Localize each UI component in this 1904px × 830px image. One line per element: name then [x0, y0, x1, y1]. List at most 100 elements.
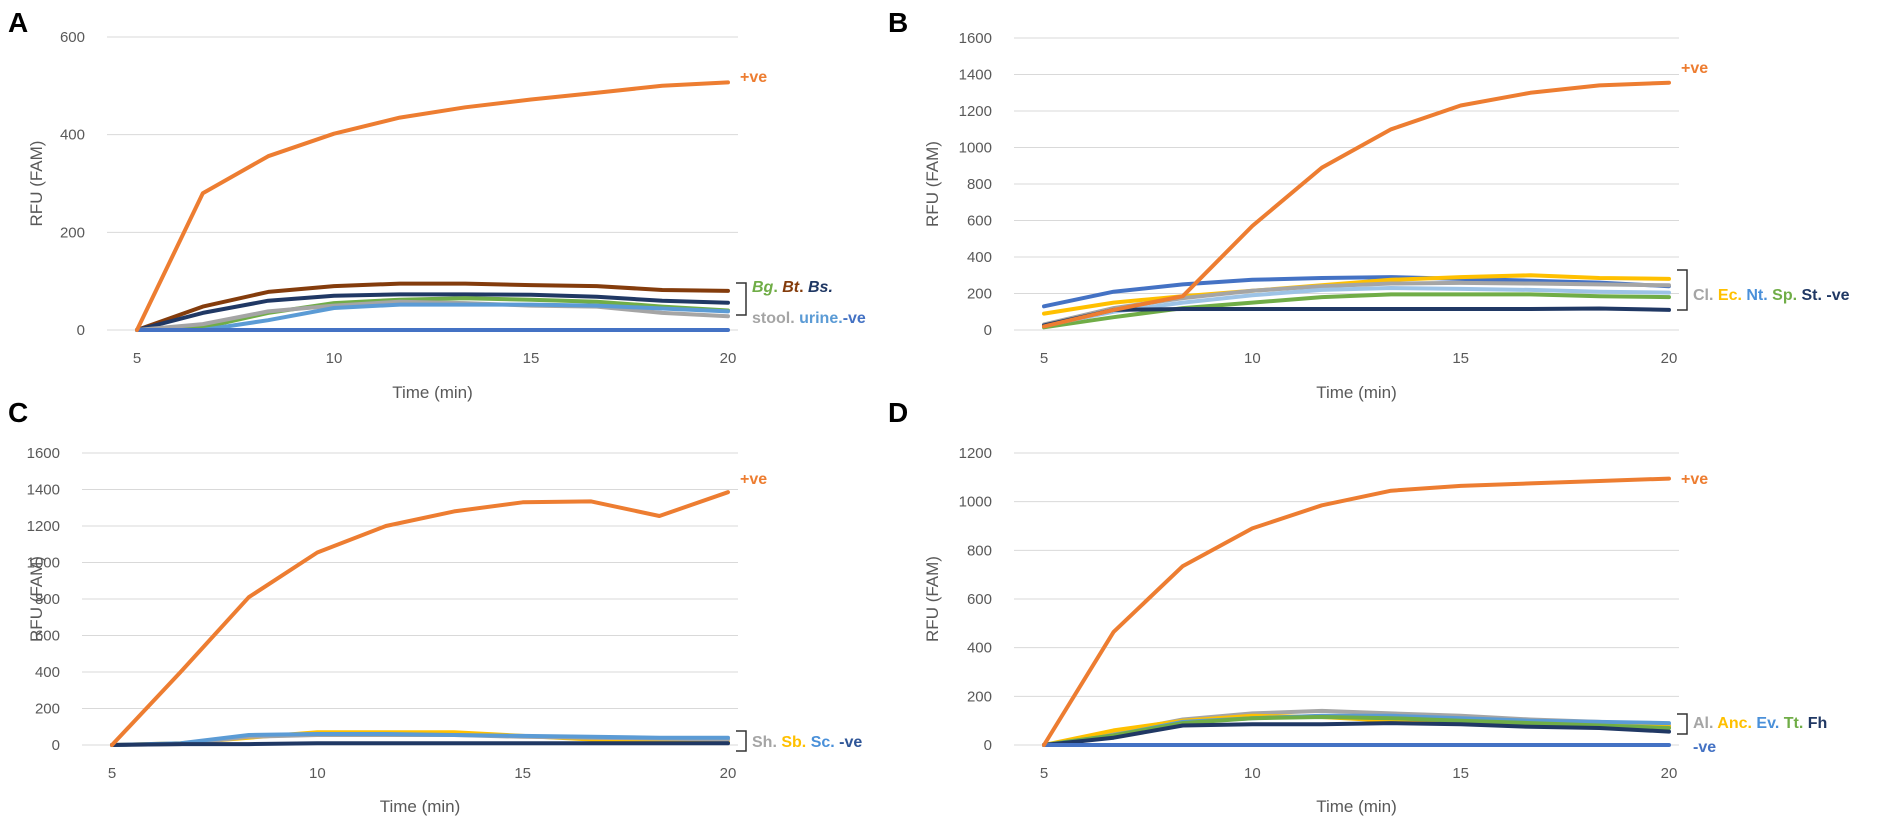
- legend-entry: .: [799, 279, 808, 296]
- y-tick-label: 1600: [27, 445, 60, 462]
- series-line-stool: [135, 299, 730, 332]
- y-axis-label: RFU (FAM): [923, 141, 942, 227]
- x-tick-label: 20: [1661, 350, 1678, 367]
- y-tick-label: 200: [967, 286, 992, 303]
- legend-entry: Sp: [1772, 287, 1793, 304]
- legend-entry: .: [790, 310, 799, 327]
- legend-entry: Ec: [1718, 287, 1738, 304]
- legend-entry: Bt: [782, 279, 800, 296]
- legend-row-2: stool. urine.-ve: [752, 310, 866, 327]
- y-tick-label: 400: [967, 640, 992, 657]
- series-line-ve: [1042, 80, 1671, 329]
- legend-entry: .: [830, 734, 839, 751]
- legend-entry: urine: [799, 310, 838, 327]
- legend-bracket: [1677, 713, 1688, 735]
- y-tick-label: 1200: [959, 103, 992, 120]
- panel-d: D 0 200 400 600 800 1000 1200 5 10 15 20 Time (min) R…: [888, 397, 1827, 816]
- y-tick-label: 400: [60, 127, 85, 144]
- panel-letter: B: [888, 7, 908, 38]
- y-tick-label: 0: [984, 737, 992, 754]
- positive-label: +ve: [1681, 471, 1708, 488]
- legend-entry: .: [838, 310, 842, 327]
- panel-letter: D: [888, 397, 908, 428]
- y-tick-label: 1000: [27, 555, 60, 572]
- y-tick-label: 200: [35, 701, 60, 718]
- legend-row-1: Cl. Ec. Nt. Sp. St. -ve: [1693, 287, 1850, 304]
- legend-row-1: Al. Anc. Ev. Tt. Fh: [1693, 715, 1827, 732]
- positive-label: +ve: [740, 69, 767, 86]
- x-tick-label: 15: [523, 350, 540, 367]
- panel-letter: A: [8, 7, 28, 38]
- legend-entry: Sh: [752, 734, 772, 751]
- y-tick-label: 1000: [959, 494, 992, 511]
- legend-entry: .: [773, 279, 782, 296]
- panel-b: B 0 200 400 600 800 1000 1200 1400 1600 5 10 15 20 Tim…: [888, 7, 1850, 402]
- legend-entry: Al: [1693, 715, 1709, 732]
- x-tick-label: 10: [1244, 350, 1261, 367]
- series-line-st: [1042, 306, 1671, 328]
- x-tick-label: 20: [720, 350, 737, 367]
- y-tick-label: 200: [60, 224, 85, 241]
- y-tick-label: 0: [52, 737, 60, 754]
- legend-entry: .: [1709, 287, 1718, 304]
- legend-entry: Sb: [781, 734, 802, 751]
- y-tick-label: 200: [967, 688, 992, 705]
- series-line-ve: [1042, 476, 1671, 747]
- series-line-sp: [1042, 292, 1671, 330]
- legend-entry: .: [1763, 287, 1772, 304]
- y-tick-label: 1200: [27, 518, 60, 535]
- x-tick-label: 15: [1452, 765, 1469, 782]
- legend-entry: .: [1793, 287, 1802, 304]
- series-line-ec: [1042, 273, 1671, 316]
- legend-entry: .: [772, 734, 781, 751]
- y-axis-label: RFU (FAM): [27, 141, 46, 227]
- x-axis-label: Time (min): [392, 383, 473, 402]
- positive-label: +ve: [1681, 60, 1708, 77]
- y-tick-label: 1400: [959, 67, 992, 84]
- panel-a: A 0 200 400 600 5 10 15 20 Time (min) RFU (FAM) +ve…: [8, 7, 866, 402]
- y-tick-label: 1400: [27, 482, 60, 499]
- legend-entry: .: [1799, 715, 1808, 732]
- panel-c: C 0 200 400 600 800 1000 1200 1400 1600 5 10 15 20 Tim…: [8, 397, 862, 816]
- legend-entry: -ve: [1826, 287, 1849, 304]
- series-line-fh: [1042, 721, 1671, 747]
- series-line-sc: [110, 732, 730, 747]
- series-line-ve: [110, 490, 730, 747]
- x-tick-label: 5: [133, 350, 141, 367]
- legend-entry: stool: [752, 310, 790, 327]
- x-tick-label: 10: [326, 350, 343, 367]
- panel-letter: C: [8, 397, 28, 428]
- x-tick-label: 15: [514, 765, 531, 782]
- y-axis-label: RFU (FAM): [27, 556, 46, 642]
- x-tick-label: 15: [1452, 350, 1469, 367]
- legend-bracket: [736, 282, 747, 316]
- legend-entry: .: [1748, 715, 1757, 732]
- legend-bracket: [1677, 269, 1688, 311]
- legend-row-2: -ve: [1693, 739, 1716, 756]
- x-tick-label: 5: [1040, 765, 1048, 782]
- x-axis-label: Time (min): [380, 797, 461, 816]
- series-line-ve: [110, 741, 730, 747]
- legend-entry: St: [1801, 287, 1818, 304]
- y-tick-label: 1000: [959, 140, 992, 157]
- legend-row-1: Bg. Bt. Bs.: [752, 279, 833, 296]
- legend-entry: -ve: [839, 734, 862, 751]
- series-line-bg: [135, 296, 730, 332]
- y-tick-label: 400: [967, 249, 992, 266]
- y-tick-label: 600: [967, 591, 992, 608]
- y-tick-label: 0: [77, 322, 85, 339]
- legend-entry: Ev: [1756, 715, 1776, 732]
- x-axis-label: Time (min): [1316, 383, 1397, 402]
- y-tick-label: 400: [35, 664, 60, 681]
- series-line-nt: [1042, 275, 1671, 309]
- series-line-bs: [135, 292, 730, 332]
- x-tick-label: 5: [1040, 350, 1048, 367]
- x-tick-label: 20: [1661, 765, 1678, 782]
- y-axis-label: RFU (FAM): [923, 556, 942, 642]
- legend-entry: .: [1709, 715, 1717, 732]
- series-line-tt: [1042, 715, 1671, 747]
- series-line-ve: [135, 80, 730, 332]
- legend-row-1: Sh. Sb. Sc. -ve: [752, 734, 862, 751]
- x-tick-label: 5: [108, 765, 116, 782]
